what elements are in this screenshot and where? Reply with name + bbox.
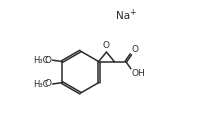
Text: O: O	[102, 41, 109, 50]
Text: Na: Na	[116, 11, 130, 21]
Text: +: +	[128, 8, 135, 17]
Text: OH: OH	[131, 69, 144, 78]
Text: H₃C: H₃C	[33, 80, 49, 89]
Text: O: O	[45, 56, 52, 65]
Text: O: O	[131, 45, 138, 54]
Text: O: O	[45, 79, 52, 89]
Text: H₃C: H₃C	[33, 55, 49, 65]
